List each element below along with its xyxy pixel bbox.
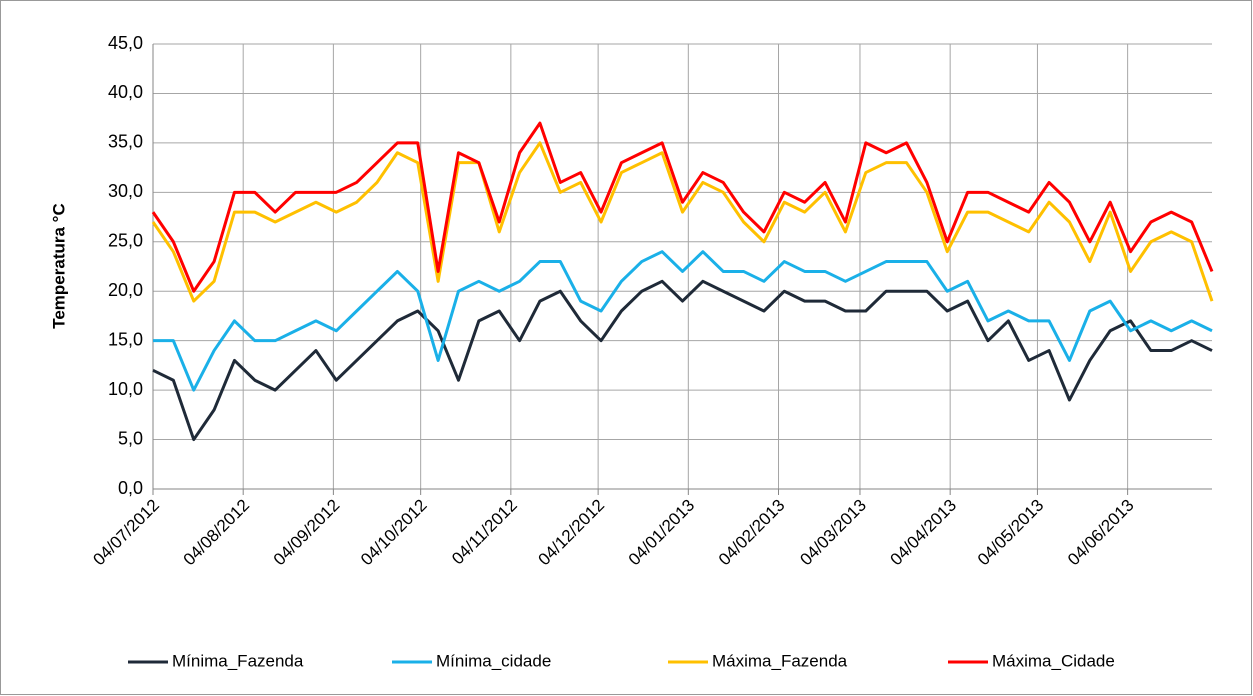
y-tick-label: 25,0	[108, 231, 143, 251]
y-tick-label: 10,0	[108, 379, 143, 399]
y-tick-label: 45,0	[108, 33, 143, 53]
legend-label: Mínima_cidade	[436, 651, 551, 670]
legend-label: Máxima_Fazenda	[712, 651, 848, 670]
y-tick-label: 40,0	[108, 82, 143, 102]
legend-label: Máxima_Cidade	[992, 651, 1115, 670]
series-line	[153, 250, 1213, 392]
y-tick-label: 30,0	[108, 181, 143, 201]
y-tick-label: 35,0	[108, 132, 143, 152]
y-tick-label: 0,0	[118, 478, 143, 498]
y-tick-label: 20,0	[108, 280, 143, 300]
series-line	[151, 141, 1214, 303]
y-tick-label: 15,0	[108, 329, 143, 349]
y-axis-label: Temperatura °C	[49, 203, 68, 329]
series-line	[152, 279, 1213, 442]
legend-label: Mínima_Fazenda	[172, 651, 304, 670]
series-line	[151, 121, 1214, 293]
y-tick-label: 5,0	[118, 428, 143, 448]
